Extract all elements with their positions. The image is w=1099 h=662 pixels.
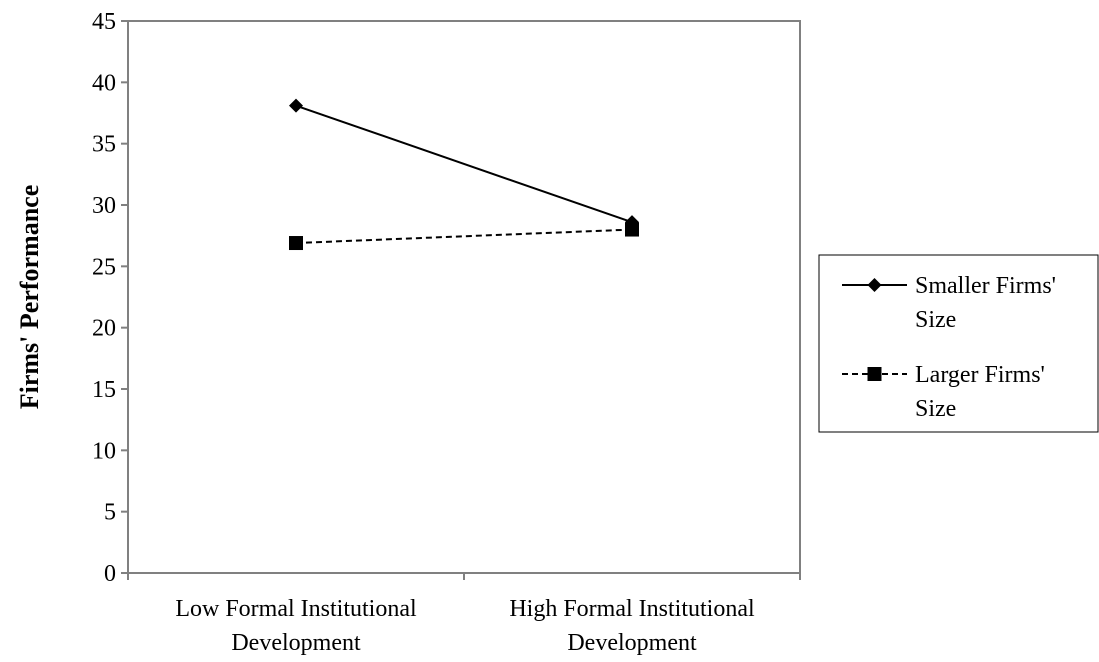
y-tick-label: 25	[92, 254, 116, 280]
y-tick-label: 20	[92, 316, 116, 342]
x-tick-labels: Low Formal Institutional Development High …	[175, 596, 755, 656]
axis-ticks	[121, 20, 801, 580]
y-tick-label: 10	[92, 438, 116, 464]
legend-label: Larger Firms' Size	[915, 362, 1045, 422]
legend-label: Smaller Firms' Size	[915, 273, 1056, 333]
x-tick-label: High Formal Institutional Development	[509, 596, 755, 656]
legend-item: Larger Firms' Size	[842, 362, 1045, 422]
plot-area	[127, 20, 801, 574]
y-tick-labels: 0 5 10 15 20 25 30 35 40 45	[92, 9, 116, 587]
y-tick-label: 0	[104, 561, 116, 587]
y-tick-label: 40	[92, 70, 116, 96]
y-tick-label: 35	[92, 132, 116, 158]
x-tick-label: Low Formal Institutional Development	[175, 596, 417, 656]
y-axis-title: Firms' Performance	[15, 185, 44, 410]
series-group	[289, 98, 639, 251]
y-tick-label: 5	[104, 500, 116, 526]
y-tick-label: 15	[92, 377, 116, 403]
series-line	[295, 104, 633, 224]
series-2	[289, 222, 639, 251]
legend: Smaller Firms' Size Larger Firms' Size	[818, 254, 1099, 433]
y-tick-label: 45	[92, 9, 116, 35]
diamond-marker	[289, 98, 303, 113]
y-tick-label: 30	[92, 193, 116, 219]
square-marker	[289, 236, 303, 251]
legend-item: Smaller Firms' Size	[842, 273, 1056, 333]
legend-square-marker	[867, 367, 882, 381]
legend-diamond-marker	[867, 278, 882, 292]
series-line	[295, 228, 633, 245]
square-marker	[625, 222, 639, 237]
